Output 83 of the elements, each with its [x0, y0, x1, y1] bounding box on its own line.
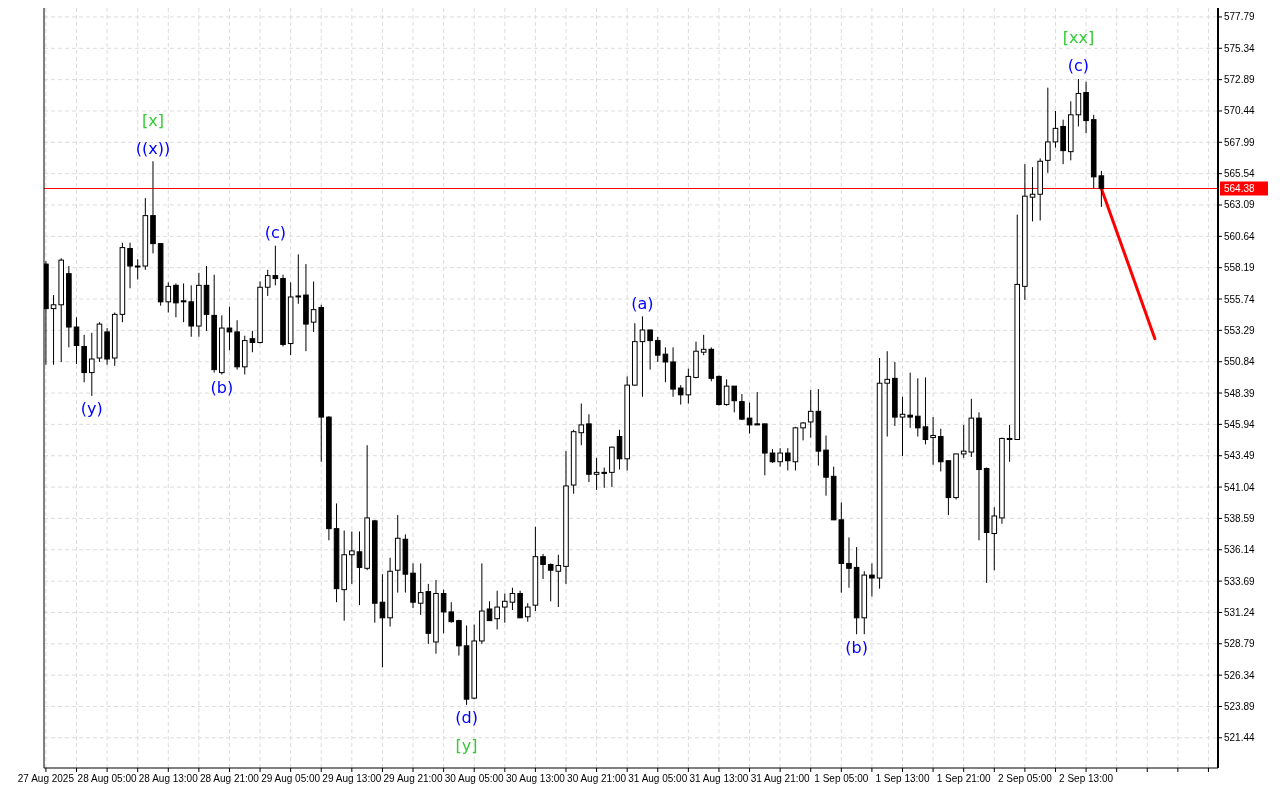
- candlestick: [127, 242, 133, 289]
- candlestick: [639, 315, 646, 398]
- candlestick: [647, 329, 653, 371]
- y-tick-label: 541.04: [1224, 481, 1256, 493]
- x-tick-label: 2 Sep 05:00: [997, 773, 1053, 784]
- candlestick: [915, 377, 921, 438]
- x-tick-label: 1 Sep 05:00: [814, 773, 869, 784]
- x-tick-label: 29 Aug 05:00: [261, 773, 321, 784]
- y-tick-label: 553.29: [1224, 324, 1256, 336]
- y-tick-label: 555.74: [1224, 293, 1256, 305]
- x-tick-label: 31 Aug 13:00: [689, 773, 749, 784]
- candlestick: [73, 316, 80, 365]
- x-tick-label: 1 Sep 21:00: [936, 773, 992, 784]
- ref-line-label: 564.38: [1224, 182, 1256, 194]
- annotation: (c): [264, 223, 286, 243]
- candlestick: [540, 553, 546, 580]
- annotation: [x]: [142, 110, 164, 130]
- y-tick-label: 575.34: [1224, 42, 1256, 54]
- annotation: (c): [1067, 56, 1090, 76]
- x-tick-label: 28 Aug 13:00: [138, 773, 199, 784]
- y-tick-label: 528.79: [1224, 638, 1256, 650]
- candlestick: [922, 376, 929, 445]
- y-tick-label: 570.44: [1224, 105, 1256, 117]
- candlestick: [494, 590, 500, 630]
- x-tick-label: 27 Aug 2025: [17, 773, 75, 784]
- candlestick: [1029, 166, 1036, 222]
- y-tick-label: 548.39: [1224, 387, 1256, 399]
- y-tick-label: 550.84: [1224, 356, 1256, 368]
- x-tick-label: 29 Aug 21:00: [383, 773, 443, 784]
- y-tick-label: 543.49: [1224, 450, 1256, 462]
- y-tick-label: 565.54: [1224, 168, 1256, 180]
- candlestick: [173, 282, 179, 318]
- x-tick-label: 1 Sep 13:00: [875, 773, 930, 784]
- annotation: (a): [631, 293, 654, 313]
- x-tick-label: 29 Aug 13:00: [322, 773, 382, 784]
- candlestick: [89, 332, 95, 397]
- candlestick: [226, 306, 233, 351]
- candlestick: [502, 593, 508, 624]
- annotation: (d): [455, 708, 478, 728]
- x-tick-label: 30 Aug 05:00: [444, 773, 505, 784]
- candlestick: [907, 372, 913, 429]
- x-tick-label: 2 Sep 13:00: [1059, 773, 1114, 784]
- candlestick: [746, 402, 753, 435]
- x-tick-label: 28 Aug 05:00: [77, 773, 137, 784]
- annotation: [y]: [455, 736, 478, 756]
- candlestick: [349, 530, 355, 585]
- y-tick-label: 545.94: [1224, 418, 1256, 430]
- y-tick-label: 531.24: [1224, 606, 1256, 618]
- annotation: (b): [845, 637, 868, 657]
- x-tick-label: 31 Aug 05:00: [628, 773, 688, 784]
- candlestick: [754, 391, 760, 426]
- candlestick: [1045, 87, 1051, 174]
- x-tick-label: 28 Aug 21:00: [199, 773, 260, 784]
- candlestick: [509, 587, 516, 611]
- y-tick-label: 572.89: [1224, 74, 1256, 86]
- y-tick-label: 577.79: [1224, 11, 1256, 23]
- candlestick: [524, 602, 531, 623]
- x-tick-label: 31 Aug 21:00: [750, 773, 811, 784]
- y-tick-label: 563.09: [1224, 199, 1256, 211]
- y-tick-label: 526.34: [1224, 669, 1256, 681]
- candlestick: [899, 396, 906, 457]
- candlestick: [869, 562, 875, 597]
- candlestick: [356, 530, 363, 606]
- y-tick-label: 533.69: [1224, 575, 1256, 587]
- annotation: (b): [210, 378, 234, 397]
- y-tick-label: 536.14: [1224, 544, 1256, 556]
- y-tick-label: 558.19: [1224, 262, 1256, 274]
- x-tick-label: 30 Aug 21:00: [567, 773, 627, 784]
- candlestick: [739, 393, 745, 421]
- y-tick-label: 538.59: [1224, 512, 1256, 524]
- candlestick: [930, 416, 936, 466]
- candlestick: [486, 600, 493, 622]
- candlestick: [777, 447, 783, 468]
- y-tick-label: 521.44: [1224, 732, 1256, 744]
- y-tick-label: 560.64: [1224, 230, 1256, 242]
- y-tick-label: 523.89: [1224, 700, 1256, 712]
- annotation: ((x)): [135, 138, 171, 158]
- candlestick: [846, 536, 852, 589]
- candlestick: [1052, 110, 1059, 149]
- annotation: (y): [80, 399, 103, 419]
- x-tick-label: 30 Aug 13:00: [505, 773, 566, 784]
- annotation: [xx]: [1062, 28, 1095, 48]
- y-tick-label: 567.99: [1224, 136, 1256, 148]
